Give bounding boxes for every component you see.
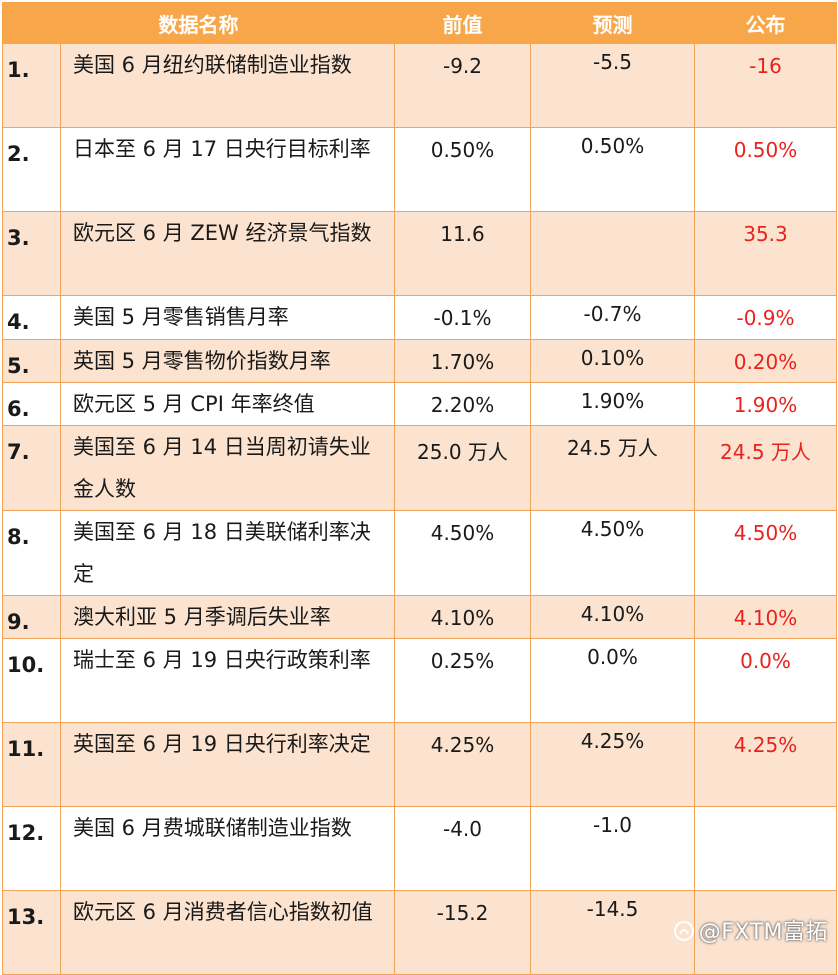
row-forecast-value: -0.7% xyxy=(530,295,695,340)
row-data-name: 美国 5 月零售销售月率 xyxy=(60,295,395,340)
row-published-value: 24.5 万人 xyxy=(694,425,837,511)
row-number: 1. xyxy=(2,43,61,128)
row-previous-value: 25.0 万人 xyxy=(394,425,531,511)
row-previous-value: -15.2 xyxy=(394,890,531,975)
row-published-value: 4.10% xyxy=(694,595,837,639)
table-header-row: 数据名称 前值 预测 公布 xyxy=(2,2,837,44)
table-row: 5. 英国 5 月零售物价指数月率 1.70% 0.10% 0.20% xyxy=(2,339,837,383)
row-data-name: 欧元区 6 月消费者信心指数初值 xyxy=(60,890,395,975)
row-previous-value: 4.10% xyxy=(394,595,531,639)
row-published-value: 35.3 xyxy=(694,211,837,296)
row-number: 10. xyxy=(2,638,61,723)
table-row: 6. 欧元区 5 月 CPI 年率终值 2.20% 1.90% 1.90% xyxy=(2,382,837,426)
row-number: 2. xyxy=(2,127,61,212)
row-number: 6. xyxy=(2,382,61,426)
row-data-name: 美国 6 月纽约联储制造业指数 xyxy=(60,43,395,128)
row-forecast-value: -5.5 xyxy=(530,43,695,128)
row-published-value: 1.90% xyxy=(694,382,837,426)
row-number: 3. xyxy=(2,211,61,296)
row-number: 9. xyxy=(2,595,61,639)
table-row: 4. 美国 5 月零售销售月率 -0.1% -0.7% -0.9% xyxy=(2,295,837,340)
row-forecast-value: 4.50% xyxy=(530,510,695,596)
row-number: 12. xyxy=(2,806,61,891)
table-body: 1. 美国 6 月纽约联储制造业指数 -9.2 -5.5 -16 2. 日本至 6 月 17… xyxy=(2,43,837,975)
row-previous-value: -9.2 xyxy=(394,43,531,128)
row-published-value xyxy=(694,806,837,891)
row-previous-value: 1.70% xyxy=(394,339,531,383)
table-row: 8. 美国至 6 月 18 日美联储利率决定 4.50% 4.50% 4.50% xyxy=(2,510,837,596)
row-data-name: 美国至 6 月 14 日当周初请失业金人数 xyxy=(60,425,395,511)
row-published-value: 0.0% xyxy=(694,638,837,723)
row-forecast-value: 4.10% xyxy=(530,595,695,639)
row-forecast-value: -14.5 xyxy=(530,890,695,975)
row-previous-value: 0.25% xyxy=(394,638,531,723)
row-previous-value: -0.1% xyxy=(394,295,531,340)
row-previous-value: 11.6 xyxy=(394,211,531,296)
row-previous-value: 0.50% xyxy=(394,127,531,212)
row-forecast-value: 24.5 万人 xyxy=(530,425,695,511)
header-published: 公布 xyxy=(694,2,837,44)
table-row: 9. 澳大利亚 5 月季调后失业率 4.10% 4.10% 4.10% xyxy=(2,595,837,639)
row-data-name: 英国 5 月零售物价指数月率 xyxy=(60,339,395,383)
row-data-name: 澳大利亚 5 月季调后失业率 xyxy=(60,595,395,639)
row-previous-value: 2.20% xyxy=(394,382,531,426)
row-number: 11. xyxy=(2,722,61,807)
header-forecast: 预测 xyxy=(530,2,695,44)
row-number: 8. xyxy=(2,510,61,596)
fxtm-logo-icon xyxy=(673,920,695,945)
watermark: @FXTM富拓 xyxy=(673,914,828,946)
row-data-name: 欧元区 5 月 CPI 年率终值 xyxy=(60,382,395,426)
table-row: 13. 欧元区 6 月消费者信心指数初值 -15.2 -14.5 xyxy=(2,890,837,975)
row-published-value: 0.20% xyxy=(694,339,837,383)
row-number: 13. xyxy=(2,890,61,975)
row-forecast-value: 1.90% xyxy=(530,382,695,426)
watermark-text: @FXTM富拓 xyxy=(698,920,828,945)
row-number: 4. xyxy=(2,295,61,340)
row-published-value: -0.9% xyxy=(694,295,837,340)
row-published-value: 4.25% xyxy=(694,722,837,807)
row-forecast-value: 0.10% xyxy=(530,339,695,383)
row-forecast-value: 4.25% xyxy=(530,722,695,807)
row-data-name: 美国至 6 月 18 日美联储利率决定 xyxy=(60,510,395,596)
row-number: 7. xyxy=(2,425,61,511)
row-published-value: -16 xyxy=(694,43,837,128)
row-forecast-value: 0.50% xyxy=(530,127,695,212)
row-previous-value: 4.50% xyxy=(394,510,531,596)
row-published-value xyxy=(694,890,837,975)
row-previous-value: 4.25% xyxy=(394,722,531,807)
row-published-value: 0.50% xyxy=(694,127,837,212)
row-forecast-value xyxy=(530,211,695,296)
header-data-name: 数据名称 xyxy=(2,2,395,44)
row-data-name: 欧元区 6 月 ZEW 经济景气指数 xyxy=(60,211,395,296)
row-previous-value: -4.0 xyxy=(394,806,531,891)
row-data-name: 美国 6 月费城联储制造业指数 xyxy=(60,806,395,891)
row-number: 5. xyxy=(2,339,61,383)
row-data-name: 瑞士至 6 月 19 日央行政策利率 xyxy=(60,638,395,723)
row-data-name: 日本至 6 月 17 日央行目标利率 xyxy=(60,127,395,212)
table-row: 3. 欧元区 6 月 ZEW 经济景气指数 11.6 35.3 xyxy=(2,211,837,296)
table-row: 7. 美国至 6 月 14 日当周初请失业金人数 25.0 万人 24.5 万人 24.… xyxy=(2,425,837,511)
header-previous: 前值 xyxy=(394,2,531,44)
row-published-value: 4.50% xyxy=(694,510,837,596)
table-row: 2. 日本至 6 月 17 日央行目标利率 0.50% 0.50% 0.50% xyxy=(2,127,837,212)
table-row: 1. 美国 6 月纽约联储制造业指数 -9.2 -5.5 -16 xyxy=(2,43,837,128)
row-data-name: 英国至 6 月 19 日央行利率决定 xyxy=(60,722,395,807)
table-row: 10. 瑞士至 6 月 19 日央行政策利率 0.25% 0.0% 0.0% xyxy=(2,638,837,723)
table-row: 11. 英国至 6 月 19 日央行利率决定 4.25% 4.25% 4.25% xyxy=(2,722,837,807)
row-forecast-value: -1.0 xyxy=(530,806,695,891)
table-row: 12. 美国 6 月费城联储制造业指数 -4.0 -1.0 xyxy=(2,806,837,891)
row-forecast-value: 0.0% xyxy=(530,638,695,723)
